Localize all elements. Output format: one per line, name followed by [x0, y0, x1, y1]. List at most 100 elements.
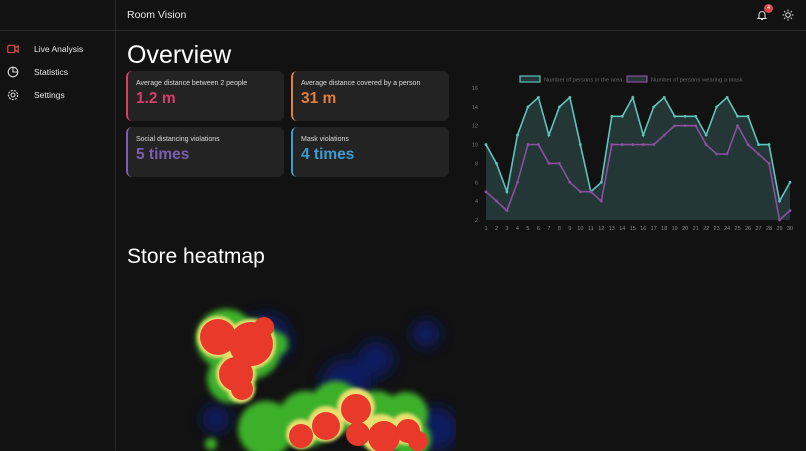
data-point[interactable] — [568, 96, 571, 99]
legend-swatch[interactable] — [520, 76, 540, 82]
stat-value: 31 m — [301, 90, 441, 108]
data-point[interactable] — [495, 200, 498, 203]
data-point[interactable] — [610, 143, 613, 146]
data-point[interactable] — [516, 134, 519, 137]
data-point[interactable] — [610, 115, 613, 118]
legend-swatch[interactable] — [627, 76, 647, 82]
data-point[interactable] — [485, 143, 488, 146]
x-tick-label: 14 — [619, 226, 625, 232]
stat-card-mask-violations: Mask violations 4 times — [291, 127, 449, 177]
data-point[interactable] — [495, 162, 498, 165]
x-tick-label: 7 — [547, 226, 550, 232]
data-point[interactable] — [631, 96, 634, 99]
data-point[interactable] — [558, 105, 561, 108]
y-tick-label: 10 — [472, 143, 478, 149]
data-point[interactable] — [705, 134, 708, 137]
data-point[interactable] — [736, 124, 739, 127]
data-point[interactable] — [485, 190, 488, 193]
data-point[interactable] — [600, 200, 603, 203]
data-point[interactable] — [652, 105, 655, 108]
data-point[interactable] — [726, 96, 729, 99]
header-actions: 4 — [756, 8, 794, 20]
sidebar-item-label: Settings — [34, 90, 65, 100]
data-point[interactable] — [642, 143, 645, 146]
x-tick-label: 22 — [703, 226, 709, 232]
data-point[interactable] — [778, 200, 781, 203]
stat-value: 4 times — [301, 146, 441, 164]
data-point[interactable] — [506, 209, 509, 212]
x-tick-label: 21 — [693, 226, 699, 232]
data-point[interactable] — [600, 181, 603, 184]
sidebar-item-statistics[interactable]: Statistics — [0, 60, 115, 83]
data-point[interactable] — [768, 162, 771, 165]
data-point[interactable] — [652, 143, 655, 146]
data-point[interactable] — [757, 143, 760, 146]
data-point[interactable] — [726, 153, 729, 156]
data-point[interactable] — [589, 190, 592, 193]
data-point[interactable] — [757, 153, 760, 156]
data-point[interactable] — [621, 115, 624, 118]
x-tick-label: 20 — [682, 226, 688, 232]
x-tick-label: 2 — [495, 226, 498, 232]
data-point[interactable] — [621, 143, 624, 146]
data-point[interactable] — [705, 143, 708, 146]
data-point[interactable] — [506, 190, 509, 193]
stat-card-avg-distance-covered: Average distance covered by a person 31 … — [291, 71, 449, 121]
data-point[interactable] — [736, 115, 739, 118]
data-point[interactable] — [568, 181, 571, 184]
data-point[interactable] — [579, 143, 582, 146]
app-title: Room Vision — [127, 9, 186, 21]
gear-icon — [7, 89, 19, 101]
data-point[interactable] — [747, 143, 750, 146]
theme-toggle-button[interactable] — [782, 8, 794, 20]
legend-label[interactable]: Number of persons in the area — [544, 78, 623, 84]
stat-label: Social distancing violations — [136, 136, 276, 143]
data-point[interactable] — [778, 219, 781, 222]
data-point[interactable] — [537, 96, 540, 99]
y-tick-label: 16 — [472, 86, 478, 92]
sidebar-item-live-analysis[interactable]: Live Analysis — [0, 37, 115, 60]
main-content: Overview Average distance between 2 peop… — [116, 31, 806, 450]
stat-value: 1.2 m — [136, 90, 276, 108]
data-point[interactable] — [673, 124, 676, 127]
x-tick-label: 13 — [609, 226, 615, 232]
sidebar-header — [0, 0, 115, 31]
data-point[interactable] — [642, 134, 645, 137]
video-camera-icon — [7, 43, 19, 55]
x-tick-label: 27 — [755, 226, 761, 232]
sidebar-item-settings[interactable]: Settings — [0, 83, 115, 106]
data-point[interactable] — [579, 190, 582, 193]
data-point[interactable] — [768, 143, 771, 146]
x-tick-label: 15 — [630, 226, 636, 232]
data-point[interactable] — [715, 153, 718, 156]
notifications-button[interactable]: 4 — [756, 8, 768, 20]
legend-label[interactable]: Number of persons wearing a mask — [651, 78, 743, 84]
data-point[interactable] — [694, 115, 697, 118]
data-point[interactable] — [631, 143, 634, 146]
data-point[interactable] — [684, 115, 687, 118]
data-point[interactable] — [684, 124, 687, 127]
data-point[interactable] — [747, 115, 750, 118]
data-point[interactable] — [673, 115, 676, 118]
data-point[interactable] — [694, 124, 697, 127]
data-point[interactable] — [527, 105, 530, 108]
data-point[interactable] — [547, 162, 550, 165]
data-point[interactable] — [527, 143, 530, 146]
data-point[interactable] — [663, 96, 666, 99]
data-point[interactable] — [558, 162, 561, 165]
data-point[interactable] — [537, 143, 540, 146]
x-tick-label: 3 — [505, 226, 508, 232]
data-point[interactable] — [547, 134, 550, 137]
x-tick-label: 4 — [516, 226, 519, 232]
data-point[interactable] — [516, 181, 519, 184]
stat-label: Average distance covered by a person — [301, 80, 441, 87]
data-point[interactable] — [789, 181, 792, 184]
x-tick-label: 24 — [724, 226, 730, 232]
y-tick-label: 2 — [475, 218, 478, 224]
data-point[interactable] — [789, 209, 792, 212]
heatmap-image — [156, 289, 456, 451]
data-point[interactable] — [663, 134, 666, 137]
data-point[interactable] — [715, 105, 718, 108]
